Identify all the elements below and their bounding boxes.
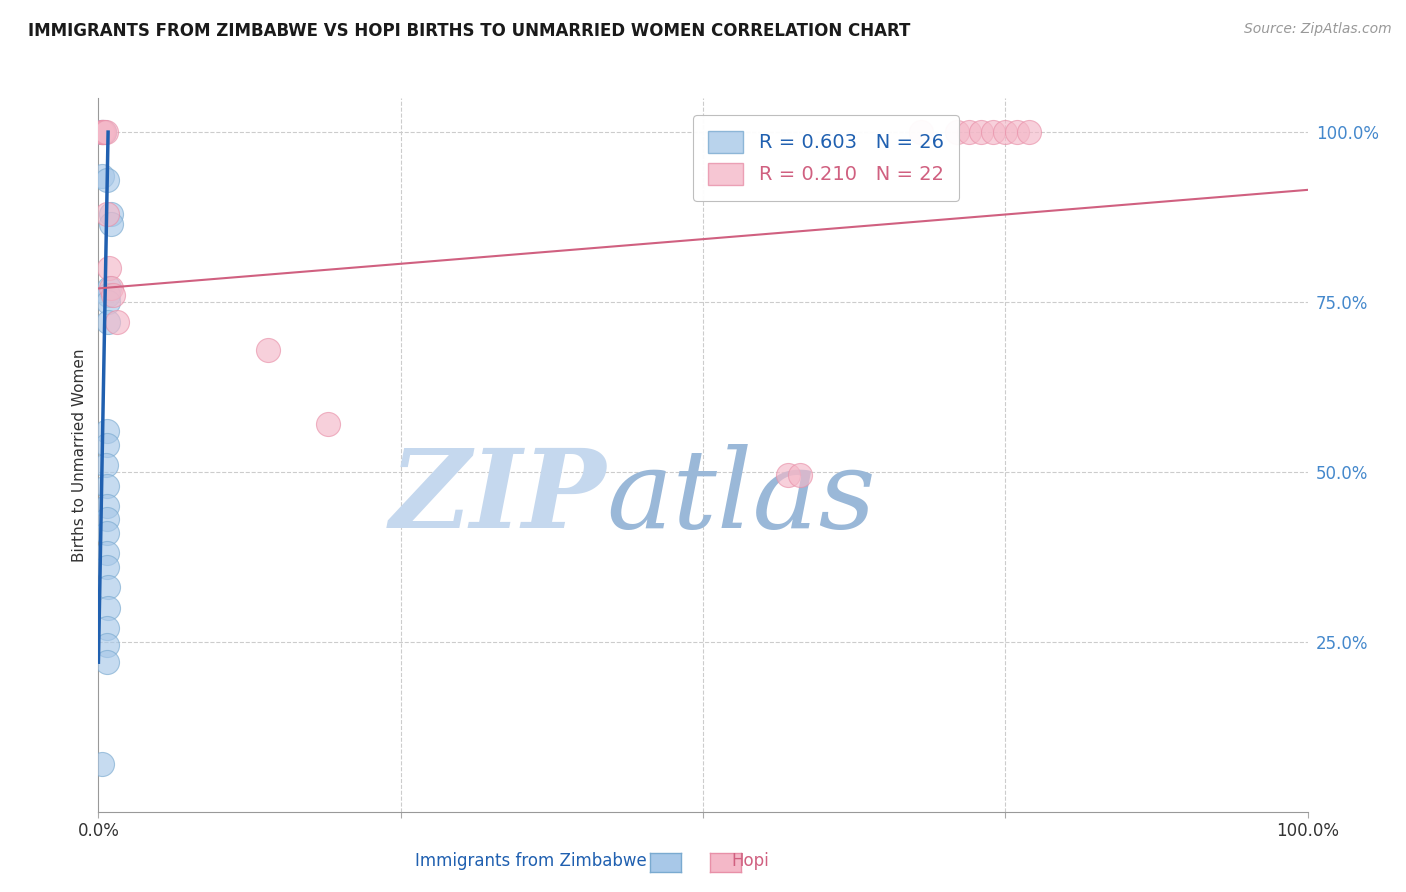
- Point: [96, 526, 118, 541]
- Point: [91, 125, 114, 139]
- Y-axis label: Births to Unmarried Women: Births to Unmarried Women: [72, 348, 87, 562]
- Point: [97, 581, 120, 595]
- Point: [94, 458, 117, 472]
- Point: [957, 125, 980, 139]
- Point: [98, 260, 121, 275]
- Point: [98, 281, 121, 295]
- Point: [96, 207, 118, 221]
- Point: [776, 468, 799, 483]
- Point: [105, 315, 128, 329]
- Point: [946, 125, 969, 139]
- Point: [97, 315, 120, 329]
- Point: [90, 125, 112, 139]
- Point: [96, 512, 118, 526]
- Point: [1007, 125, 1029, 139]
- Point: [994, 125, 1017, 139]
- Point: [96, 172, 118, 186]
- Point: [96, 478, 118, 492]
- Point: [970, 125, 993, 139]
- Point: [91, 125, 114, 139]
- Point: [910, 125, 932, 139]
- Point: [316, 417, 339, 432]
- Point: [97, 600, 120, 615]
- Point: [96, 621, 118, 635]
- Point: [256, 343, 278, 357]
- Point: [100, 281, 122, 295]
- Legend: R = 0.603   N = 26, R = 0.210   N = 22: R = 0.603 N = 26, R = 0.210 N = 22: [693, 115, 959, 201]
- Text: Immigrants from Zimbabwe: Immigrants from Zimbabwe: [415, 852, 647, 870]
- Point: [96, 499, 118, 513]
- Point: [100, 217, 122, 231]
- Point: [91, 757, 114, 772]
- Text: IMMIGRANTS FROM ZIMBABWE VS HOPI BIRTHS TO UNMARRIED WOMEN CORRELATION CHART: IMMIGRANTS FROM ZIMBABWE VS HOPI BIRTHS …: [28, 22, 911, 40]
- Text: Source: ZipAtlas.com: Source: ZipAtlas.com: [1244, 22, 1392, 37]
- Point: [97, 295, 120, 310]
- Point: [100, 207, 122, 221]
- Point: [93, 125, 115, 139]
- Point: [981, 125, 1004, 139]
- Point: [94, 125, 117, 139]
- Point: [789, 468, 811, 483]
- Text: atlas: atlas: [606, 444, 876, 551]
- Point: [96, 438, 118, 452]
- Point: [91, 169, 114, 184]
- Point: [96, 638, 118, 652]
- Point: [97, 288, 120, 302]
- Point: [1018, 125, 1040, 139]
- Point: [91, 125, 114, 139]
- Point: [96, 546, 118, 560]
- Point: [96, 424, 118, 438]
- Point: [96, 560, 118, 574]
- Point: [91, 125, 114, 139]
- Text: Hopi: Hopi: [731, 852, 769, 870]
- Text: ZIP: ZIP: [389, 444, 606, 551]
- Point: [101, 288, 124, 302]
- Point: [96, 655, 118, 669]
- Point: [93, 125, 115, 139]
